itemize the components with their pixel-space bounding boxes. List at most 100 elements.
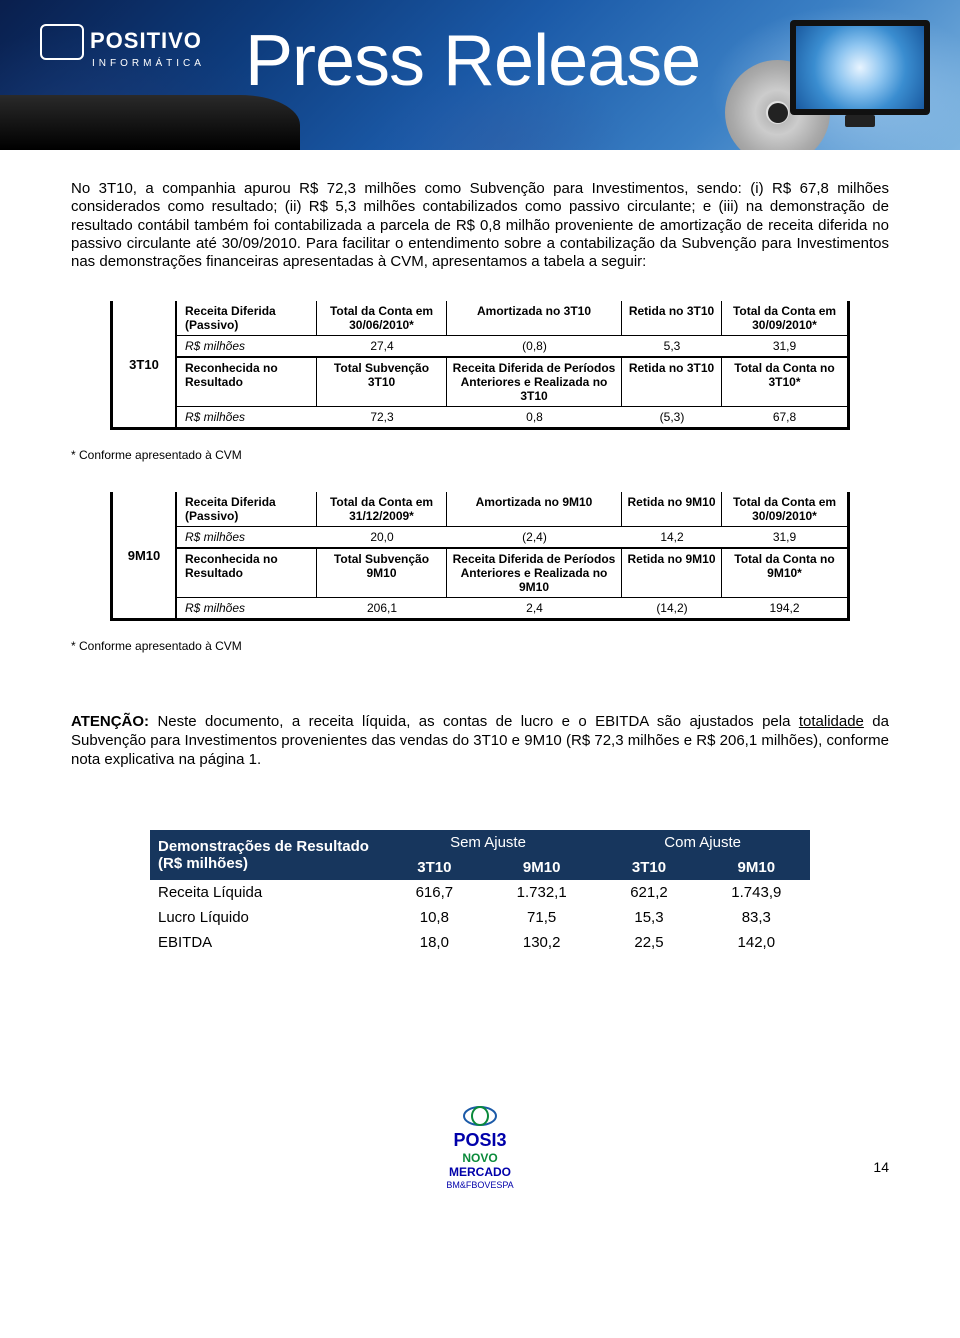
results-row-header: Demonstrações de Resultado (R$ milhões)	[150, 830, 381, 880]
val-cell: (0,8)	[447, 336, 622, 356]
val-cell: 616,7	[381, 880, 488, 905]
hdr-cell: Receita Diferida (Passivo)	[177, 492, 317, 526]
val-cell: 142,0	[703, 930, 810, 955]
hdr-cell: Retida no 9M10	[622, 492, 722, 526]
table-3t10-header2: Reconhecida no Resultado Total Subvenção…	[177, 358, 847, 406]
table-row: EBITDA 18,0 130,2 22,5 142,0	[150, 930, 810, 955]
val-cell: 20,0	[317, 527, 447, 547]
mercado-label: MERCADO	[449, 1165, 511, 1179]
val-cell: 0,8	[447, 407, 622, 427]
val-cell: 621,2	[595, 880, 702, 905]
press-release-banner: POSITIVO INFORMÁTICA Press Release	[0, 0, 960, 150]
val-cell: 14,2	[622, 527, 722, 547]
val-cell: 83,3	[703, 905, 810, 930]
table-3t10-row1: R$ milhões 27,4 (0,8) 5,3 31,9	[177, 335, 847, 358]
page-footer: POSI3 NOVO MERCADO BM&FBOVESPA 14	[71, 1105, 889, 1185]
val-cell: 31,9	[722, 336, 847, 356]
val-cell: 72,3	[317, 407, 447, 427]
table-row: Lucro Líquido 10,8 71,5 15,3 83,3	[150, 905, 810, 930]
val-cell: 71,5	[488, 905, 595, 930]
table-3t10-row2: R$ milhões 72,3 0,8 (5,3) 67,8	[177, 406, 847, 427]
attn-part1: Neste documento, a receita líquida, as c…	[149, 713, 799, 730]
results-table: Demonstrações de Resultado (R$ milhões) …	[150, 830, 810, 955]
val-cell: (14,2)	[622, 598, 722, 618]
val-cell: 194,2	[722, 598, 847, 618]
laptop-graphic	[0, 95, 300, 150]
hdr-cell: Retida no 3T10	[622, 358, 722, 406]
page-body: No 3T10, a companhia apurou R$ 72,3 milh…	[35, 150, 925, 1185]
brand-name: POSITIVO	[90, 28, 202, 53]
table-3t10-period: 3T10	[113, 301, 177, 427]
hdr-cell: Total Subvenção 3T10	[317, 358, 447, 406]
hdr-cell: Retida no 9M10	[622, 549, 722, 597]
attention-label: ATENÇÃO:	[71, 713, 149, 730]
novo-label: NOVO	[462, 1151, 497, 1165]
banner-title: Press Release	[245, 20, 700, 102]
globe-icon	[462, 1105, 498, 1127]
val-cell: (2,4)	[447, 527, 622, 547]
hdr-cell: Total da Conta no 9M10*	[722, 549, 847, 597]
val-cell: 206,1	[317, 598, 447, 618]
novo-mercado-logo: POSI3 NOVO MERCADO BM&FBOVESPA	[446, 1105, 513, 1191]
hdr-cell: Reconhecida no Resultado	[177, 358, 317, 406]
thumb-icon	[40, 24, 84, 60]
attn-underline: totalidade	[799, 713, 864, 730]
hdr-cell: Amortizada no 9M10	[447, 492, 622, 526]
super-header-sem-ajuste: Sem Ajuste	[381, 830, 596, 855]
hdr-cell: Reconhecida no Resultado	[177, 549, 317, 597]
table-9m10-header2: Reconhecida no Resultado Total Subvenção…	[177, 549, 847, 597]
val-cell: 5,3	[622, 336, 722, 356]
val-cell: 22,5	[595, 930, 702, 955]
hdr-cell: Receita Diferida de Períodos Anteriores …	[447, 549, 622, 597]
monitor-graphic	[790, 20, 930, 115]
row-label: EBITDA	[150, 930, 381, 955]
val-cell: 67,8	[722, 407, 847, 427]
table-3t10: 3T10 Receita Diferida (Passivo) Total da…	[110, 301, 850, 430]
row-label: Lucro Líquido	[150, 905, 381, 930]
attention-paragraph: ATENÇÃO: Neste documento, a receita líqu…	[71, 713, 889, 769]
hdr-cell: Total da Conta em 30/09/2010*	[722, 492, 847, 526]
val-cell: 130,2	[488, 930, 595, 955]
val-cell: R$ milhões	[177, 527, 317, 547]
val-cell: (5,3)	[622, 407, 722, 427]
val-cell: 1.732,1	[488, 880, 595, 905]
cvm-note-1: * Conforme apresentado à CVM	[71, 448, 889, 462]
table-9m10-row2: R$ milhões 206,1 2,4 (14,2) 194,2	[177, 597, 847, 618]
col-header: 3T10	[595, 855, 702, 880]
table-9m10: 9M10 Receita Diferida (Passivo) Total da…	[110, 492, 850, 621]
table-row: Demonstrações de Resultado (R$ milhões) …	[150, 830, 810, 855]
hdr-cell: Retida no 3T10	[622, 301, 722, 335]
row-label: Receita Líquida	[150, 880, 381, 905]
col-header: 9M10	[488, 855, 595, 880]
table-9m10-header1: Receita Diferida (Passivo) Total da Cont…	[177, 492, 847, 526]
page-number: 14	[873, 1159, 889, 1175]
val-cell: 15,3	[595, 905, 702, 930]
val-cell: R$ milhões	[177, 407, 317, 427]
hdr-cell: Total da Conta em 31/12/2009*	[317, 492, 447, 526]
val-cell: 10,8	[381, 905, 488, 930]
hdr-cell: Total da Conta em 30/09/2010*	[722, 301, 847, 335]
val-cell: 1.743,9	[703, 880, 810, 905]
hdr-cell: Receita Diferida (Passivo)	[177, 301, 317, 335]
hdr-cell: Receita Diferida de Períodos Anteriores …	[447, 358, 622, 406]
ticker-symbol: POSI3	[453, 1130, 506, 1150]
hdr-cell: Total Subvenção 9M10	[317, 549, 447, 597]
table-3t10-header1: Receita Diferida (Passivo) Total da Cont…	[177, 301, 847, 335]
table-9m10-period: 9M10	[113, 492, 177, 618]
hdr-cell: Total da Conta em 30/06/2010*	[317, 301, 447, 335]
hdr-cell: Amortizada no 3T10	[447, 301, 622, 335]
bovespa-label: BM&FBOVESPA	[446, 1180, 513, 1190]
intro-paragraph: No 3T10, a companhia apurou R$ 72,3 milh…	[71, 180, 889, 271]
val-cell: 2,4	[447, 598, 622, 618]
val-cell: R$ milhões	[177, 598, 317, 618]
hdr-cell: Total da Conta no 3T10*	[722, 358, 847, 406]
table-row: Receita Líquida 616,7 1.732,1 621,2 1.74…	[150, 880, 810, 905]
super-header-com-ajuste: Com Ajuste	[595, 830, 810, 855]
val-cell: 31,9	[722, 527, 847, 547]
val-cell: 27,4	[317, 336, 447, 356]
val-cell: 18,0	[381, 930, 488, 955]
table-9m10-row1: R$ milhões 20,0 (2,4) 14,2 31,9	[177, 526, 847, 549]
val-cell: R$ milhões	[177, 336, 317, 356]
col-header: 3T10	[381, 855, 488, 880]
brand-logo: POSITIVO INFORMÁTICA	[40, 24, 205, 69]
